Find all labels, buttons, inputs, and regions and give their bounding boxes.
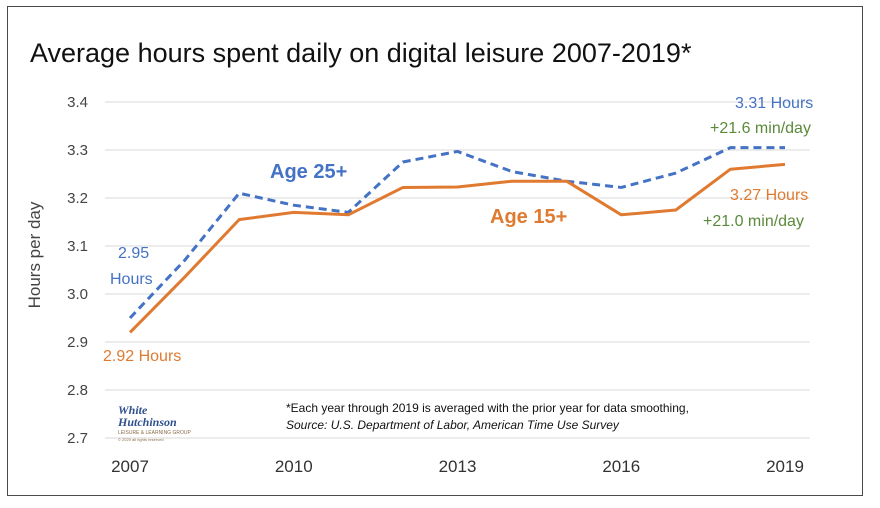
chart-title: Average hours spent daily on digital lei… [30,38,692,68]
y-tick-label: 3.1 [67,238,88,255]
white-hutchinson-logo: White Hutchinson LEISURE & LEARNING GROU… [117,403,191,442]
x-tick-label: 2007 [111,457,149,476]
end-age25-value: 3.31 Hours [735,95,813,112]
y-tick-label: 3.4 [67,94,88,111]
series-label-age15: Age 15+ [490,206,567,228]
y-tick-label: 3.3 [67,142,88,159]
end-age25-change: +21.6 min/day [710,120,811,137]
x-tick-label: 2013 [439,457,477,476]
start-age25-value: 2.95 [118,245,149,262]
y-tick-label: 2.8 [67,382,88,399]
x-tick-label: 2016 [602,457,640,476]
series-line-age15 [128,162,786,334]
x-axis-ticks: 2007 2010 2013 2016 2019 [111,457,804,476]
logo-line1: White [118,403,148,417]
chart-frame [7,6,863,496]
x-tick-label: 2019 [766,457,804,476]
grid [105,101,810,439]
end-age15-change: +21.0 min/day [703,213,804,230]
series [128,146,786,334]
start-age15-label: 2.92 Hours [103,348,181,365]
logo-line2: Hutchinson [117,415,177,429]
footnote: *Each year through 2019 is averaged with… [286,401,689,415]
y-axis-label: Hours per day [25,201,44,308]
x-tick-label: 2010 [275,457,313,476]
end-age15-value: 3.27 Hours [730,187,808,204]
y-tick-label: 2.9 [67,334,88,351]
y-tick-label: 3.0 [67,286,88,303]
start-age25-unit: Hours [110,271,153,288]
y-tick-label: 3.2 [67,190,88,207]
y-axis-ticks: 2.7 2.8 2.9 3.0 3.1 3.2 3.3 3.4 [67,94,88,447]
logo-line3: LEISURE & LEARNING GROUP [118,430,191,436]
y-tick-label: 2.7 [67,430,88,447]
logo-line4: © 2020 all rights reserved [118,437,164,442]
source-note: Source: U.S. Department of Labor, Americ… [286,418,620,432]
series-label-age25: Age 25+ [270,161,347,183]
